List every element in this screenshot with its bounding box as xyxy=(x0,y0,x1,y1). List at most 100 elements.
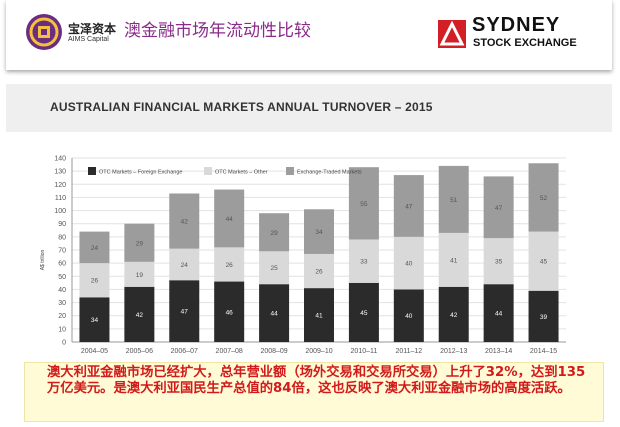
caption-box: 澳大利亚金融市场已经扩大，总年营业额（场外交易和交易所交易）上升了32%，达到1… xyxy=(24,362,604,422)
y-tick-label: 0 xyxy=(62,340,66,347)
bar-segment xyxy=(528,163,559,232)
data-label: 34 xyxy=(315,229,323,236)
bar-segment xyxy=(124,261,155,287)
page-title: 澳金融市场年流动性比较 xyxy=(124,21,311,41)
data-label: 41 xyxy=(315,313,323,320)
x-tick-label: 2006–07 xyxy=(171,348,198,355)
data-label: 42 xyxy=(450,312,458,319)
data-label: 47 xyxy=(405,203,413,210)
x-tick-label: 2014–15 xyxy=(530,348,557,355)
asx-logo-icon xyxy=(438,20,466,48)
data-label: 45 xyxy=(360,310,368,317)
data-label: 26 xyxy=(91,278,99,285)
data-label: 39 xyxy=(540,314,548,321)
y-tick-label: 50 xyxy=(58,274,66,281)
y-tick-label: 140 xyxy=(54,156,66,163)
y-tick-label: 20 xyxy=(58,313,66,320)
brand-name-en: AIMS Capital xyxy=(68,36,109,43)
y-tick-label: 30 xyxy=(58,300,66,307)
data-label: 47 xyxy=(495,205,503,212)
data-label: 51 xyxy=(450,197,458,204)
bar-segment xyxy=(438,286,469,342)
data-label: 40 xyxy=(405,313,413,320)
y-tick-label: 110 xyxy=(55,195,66,202)
x-tick-label: 2010–11 xyxy=(351,348,378,355)
bar-segment xyxy=(393,289,424,342)
bar-segment xyxy=(393,236,424,290)
data-label: 33 xyxy=(360,259,368,266)
x-tick-label: 2009–10 xyxy=(305,348,332,355)
bar-segment xyxy=(304,209,334,254)
y-tick-label: 130 xyxy=(54,169,66,176)
data-label: 24 xyxy=(91,245,99,252)
data-label: 29 xyxy=(136,240,144,247)
data-label: 44 xyxy=(495,311,503,318)
data-label: 29 xyxy=(270,230,278,237)
data-label: 41 xyxy=(450,257,458,264)
chart-title: AUSTRALIAN FINANCIAL MARKETS ANNUAL TURN… xyxy=(50,100,433,114)
bar-segment xyxy=(348,282,379,342)
y-tick-label: 40 xyxy=(58,287,66,294)
bar-segment xyxy=(214,189,245,248)
bar-segment xyxy=(79,297,110,342)
data-label: 55 xyxy=(360,201,368,208)
data-label: 40 xyxy=(405,261,413,268)
bar-segment xyxy=(214,281,245,342)
bar-segment xyxy=(169,280,200,342)
bar-segment xyxy=(304,253,334,289)
legend-swatch xyxy=(88,167,96,175)
bar-segment xyxy=(438,232,469,287)
brand-name-cn: 宝泽资本 xyxy=(68,22,117,36)
bar-segment xyxy=(483,284,514,342)
bar-segment xyxy=(393,175,424,237)
legend-swatch xyxy=(286,167,294,175)
y-tick-label: 80 xyxy=(58,234,66,241)
x-tick-label: 2008–09 xyxy=(260,348,287,355)
caption-text: 澳大利亚金融市场已经扩大，总年营业额（场外交易和交易所交易）上升了32%，达到1… xyxy=(47,365,586,396)
bar-segment xyxy=(259,213,290,252)
bar-segment xyxy=(124,286,155,342)
legend-label: Exchange-Traded Markets xyxy=(297,170,362,176)
bar-segment xyxy=(259,284,290,342)
y-tick-label: 120 xyxy=(54,182,66,189)
aims-logo-icon xyxy=(24,12,64,56)
bar-segment xyxy=(483,176,514,239)
data-label: 26 xyxy=(315,269,323,276)
data-label: 19 xyxy=(136,272,144,279)
partner-name-line2: STOCK EXCHANGE xyxy=(473,37,577,49)
data-label: 47 xyxy=(181,309,189,316)
data-label: 34 xyxy=(91,317,99,324)
bar-segment xyxy=(528,231,559,291)
bar-segment xyxy=(124,223,155,262)
partner-name-line1: SYDNEY xyxy=(472,14,561,36)
legend-swatch xyxy=(204,167,212,175)
data-label: 42 xyxy=(181,219,189,226)
bar-segment xyxy=(169,248,200,281)
x-tick-label: 2004–05 xyxy=(81,348,108,355)
data-label: 25 xyxy=(270,265,278,272)
y-tick-label: 60 xyxy=(58,261,66,268)
bar-segment xyxy=(483,238,514,285)
chart-title-band xyxy=(6,84,612,132)
data-label: 24 xyxy=(181,262,189,269)
bar-segment xyxy=(259,251,290,285)
bar-segment xyxy=(79,263,110,298)
y-tick-label: 70 xyxy=(58,248,66,255)
y-tick-label: 10 xyxy=(58,326,66,333)
y-axis-label: A$ trillion xyxy=(40,250,46,271)
x-tick-label: 2007–08 xyxy=(216,348,243,355)
bar-segment xyxy=(214,247,245,282)
data-label: 26 xyxy=(226,262,234,269)
data-label: 45 xyxy=(540,259,548,266)
data-label: 46 xyxy=(226,309,234,316)
data-label: 35 xyxy=(495,259,503,266)
data-label: 42 xyxy=(136,312,144,319)
bar-segment xyxy=(304,288,334,342)
y-tick-label: 90 xyxy=(58,221,66,228)
bar-segment xyxy=(169,193,200,249)
x-tick-label: 2013–14 xyxy=(485,348,512,355)
header-bar: 宝泽资本 AIMS Capital 澳金融市场年流动性比较 SYDNEY STO… xyxy=(6,0,612,70)
data-label: 44 xyxy=(226,216,234,223)
x-tick-label: 2005–06 xyxy=(126,348,153,355)
